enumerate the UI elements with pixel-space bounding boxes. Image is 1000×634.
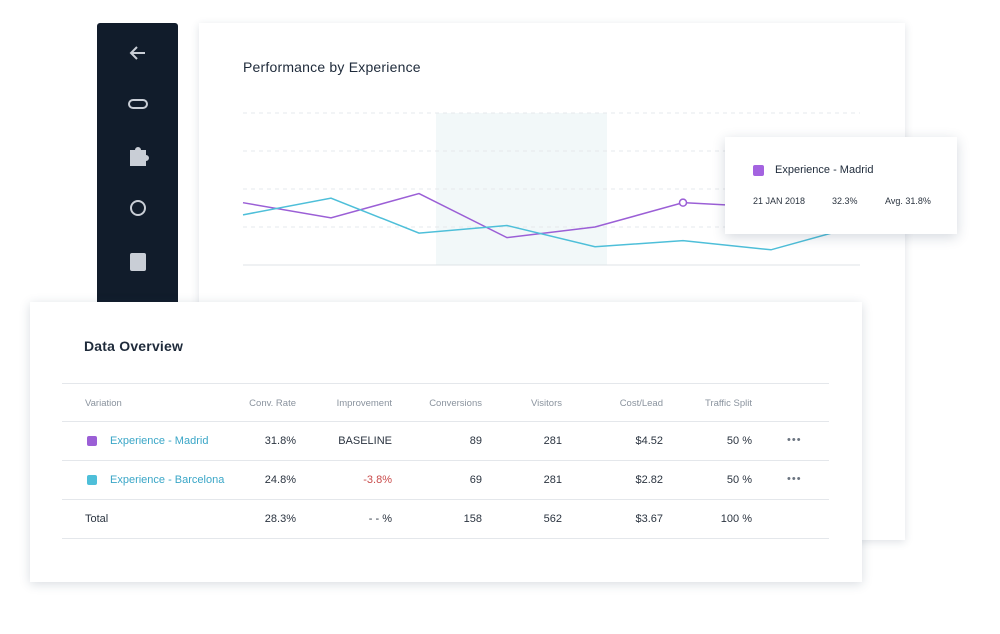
table-cell: 100 % xyxy=(720,513,752,525)
link-icon[interactable] xyxy=(128,99,148,109)
column-header: Visitors xyxy=(531,398,562,409)
column-header: Conversions xyxy=(429,398,482,409)
table-cell: 562 xyxy=(543,513,562,525)
column-header: Cost/Lead xyxy=(619,398,663,409)
sidebar xyxy=(97,23,178,313)
table-cell: -3.8% xyxy=(363,474,392,486)
column-header: Traffic Split xyxy=(705,398,752,409)
series-line xyxy=(242,197,860,251)
row-menu: ••• xyxy=(787,434,802,446)
highlight-band xyxy=(436,113,607,265)
table-cell: 89 xyxy=(469,435,482,447)
row-divider xyxy=(62,538,829,539)
column-header: Improvement xyxy=(336,398,392,409)
variation-name: Total xyxy=(85,513,109,525)
table-cell: 50 % xyxy=(726,474,752,486)
table-cell: $3.67 xyxy=(635,513,663,525)
row-divider xyxy=(62,383,829,384)
tooltip-average: Avg. 31.8% xyxy=(885,196,931,206)
table-cell: 69 xyxy=(469,474,482,486)
table-cell: 24.8% xyxy=(264,474,296,486)
tooltip-date: 21 JAN 2018 xyxy=(753,196,806,206)
search-doc-icon[interactable] xyxy=(130,253,146,271)
target-icon[interactable] xyxy=(130,200,146,216)
table-cell: BASELINE xyxy=(338,435,392,447)
table-cell: 31.8% xyxy=(264,435,296,447)
table-cell: 281 xyxy=(543,435,562,447)
table-cell: $4.52 xyxy=(635,435,663,447)
table-cell: 50 % xyxy=(726,435,752,447)
row-divider xyxy=(62,499,829,500)
table-cell: $2.82 xyxy=(635,474,663,486)
hover-point xyxy=(678,198,688,207)
chart-title: Performance by Experience xyxy=(243,59,421,75)
tooltip-swatch xyxy=(753,165,764,176)
row-divider xyxy=(62,421,829,422)
table-card: Data Overview Variation Conv. Rate Improvem… xyxy=(30,302,862,582)
checkbox[interactable] xyxy=(87,475,97,485)
tooltip-value: 32.3% xyxy=(832,196,858,206)
table-cell: 281 xyxy=(543,474,562,486)
table-cell: 28.3% xyxy=(264,513,296,525)
column-header: Variation xyxy=(85,398,122,409)
tooltip: Experience - Madrid 21 JAN 2018 32.3% Av… xyxy=(725,137,957,234)
row-menu: ••• xyxy=(787,473,802,485)
table-title: Data Overview xyxy=(84,338,184,354)
tooltip-series: Experience - Madrid xyxy=(775,164,874,176)
sidebar-icons xyxy=(128,46,149,271)
variation-name[interactable]: Experience - Madrid xyxy=(110,435,209,447)
column-header: Conv. Rate xyxy=(249,398,296,409)
row-divider xyxy=(62,460,829,461)
puzzle-icon[interactable] xyxy=(130,147,149,166)
back-icon[interactable] xyxy=(129,46,145,60)
variation-name[interactable]: Experience - Barcelona xyxy=(110,474,225,486)
checkbox[interactable] xyxy=(87,436,97,446)
table-cell: - - % xyxy=(368,513,392,525)
table-cell: 158 xyxy=(463,513,482,525)
